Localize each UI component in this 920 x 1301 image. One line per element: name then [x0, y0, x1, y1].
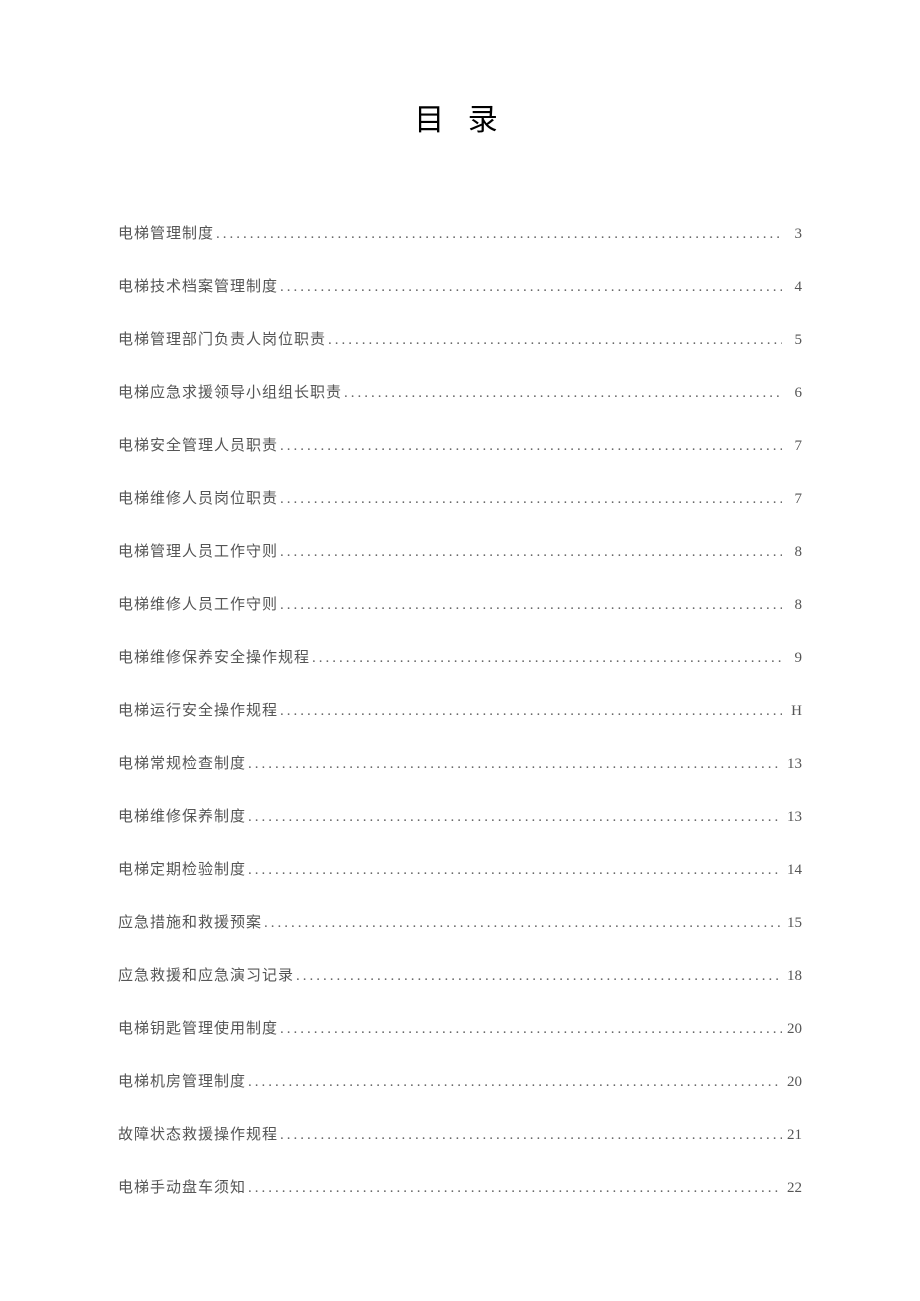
toc-entry: 故障状态救援操作规程 21 [118, 1125, 802, 1146]
toc-dots [326, 330, 782, 351]
toc-page: 18 [782, 966, 802, 987]
toc-dots [246, 1178, 782, 1199]
toc-page: 22 [782, 1178, 802, 1199]
toc-entry: 电梯管理制度 3 [118, 224, 802, 245]
toc-page: 8 [782, 595, 802, 616]
toc-label: 应急救援和应急演习记录 [118, 966, 294, 987]
toc-dots [214, 224, 782, 245]
toc-title: 目 录 [118, 95, 802, 139]
toc-dots [246, 860, 782, 881]
toc-dots [342, 383, 782, 404]
toc-label: 电梯应急求援领导小组组长职责 [118, 383, 342, 404]
toc-label: 电梯定期检验制度 [118, 860, 246, 881]
toc-entry: 电梯手动盘车须知 22 [118, 1178, 802, 1199]
toc-label: 故障状态救援操作规程 [118, 1125, 278, 1146]
toc-entry: 电梯维修保养安全操作规程 9 [118, 648, 802, 669]
toc-entry: 电梯管理部门负责人岗位职责 5 [118, 330, 802, 351]
toc-page: 8 [782, 542, 802, 563]
toc-label: 电梯安全管理人员职责 [118, 436, 278, 457]
toc-dots [278, 701, 782, 722]
toc-page: 3 [782, 224, 802, 245]
toc-dots [246, 754, 782, 775]
toc-label: 电梯维修保养制度 [118, 807, 246, 828]
toc-page: 21 [782, 1125, 802, 1146]
toc-label: 电梯管理人员工作守则 [118, 542, 278, 563]
toc-label: 电梯维修保养安全操作规程 [118, 648, 310, 669]
toc-entry: 电梯应急求援领导小组组长职责 6 [118, 383, 802, 404]
toc-entry: 电梯安全管理人员职责 7 [118, 436, 802, 457]
toc-entry: 电梯管理人员工作守则 8 [118, 542, 802, 563]
toc-entry: 应急救援和应急演习记录 18 [118, 966, 802, 987]
toc-entry: 电梯维修保养制度 13 [118, 807, 802, 828]
toc-dots [278, 1125, 782, 1146]
toc-label: 电梯运行安全操作规程 [118, 701, 278, 722]
toc-page: 5 [782, 330, 802, 351]
toc-entry: 电梯技术档案管理制度 4 [118, 277, 802, 298]
toc-dots [262, 913, 782, 934]
toc-page: 14 [782, 860, 802, 881]
toc-page: 20 [782, 1019, 802, 1040]
toc-dots [294, 966, 782, 987]
toc-label: 电梯管理部门负责人岗位职责 [118, 330, 326, 351]
toc-dots [278, 1019, 782, 1040]
toc-list: 电梯管理制度 3 电梯技术档案管理制度 4 电梯管理部门负责人岗位职责 5 电梯… [118, 224, 802, 1199]
toc-dots [278, 277, 782, 298]
toc-label: 电梯钥匙管理使用制度 [118, 1019, 278, 1040]
toc-label: 电梯机房管理制度 [118, 1072, 246, 1093]
toc-page: 13 [782, 807, 802, 828]
toc-page: 13 [782, 754, 802, 775]
toc-entry: 应急措施和救援预案 15 [118, 913, 802, 934]
toc-label: 电梯维修人员岗位职责 [118, 489, 278, 510]
toc-label: 电梯维修人员工作守则 [118, 595, 278, 616]
toc-entry: 电梯维修人员岗位职责 7 [118, 489, 802, 510]
toc-page: 7 [782, 436, 802, 457]
toc-dots [246, 1072, 782, 1093]
toc-entry: 电梯维修人员工作守则 8 [118, 595, 802, 616]
toc-entry: 电梯钥匙管理使用制度 20 [118, 1019, 802, 1040]
toc-page: 4 [782, 277, 802, 298]
toc-entry: 电梯常规检查制度 13 [118, 754, 802, 775]
toc-dots [278, 436, 782, 457]
toc-label: 电梯管理制度 [118, 224, 214, 245]
toc-dots [310, 648, 782, 669]
toc-dots [246, 807, 782, 828]
toc-page: H [782, 701, 802, 722]
toc-page: 9 [782, 648, 802, 669]
toc-entry: 电梯定期检验制度 14 [118, 860, 802, 881]
toc-page: 7 [782, 489, 802, 510]
toc-label: 电梯常规检查制度 [118, 754, 246, 775]
toc-label: 电梯手动盘车须知 [118, 1178, 246, 1199]
toc-entry: 电梯运行安全操作规程 H [118, 701, 802, 722]
toc-dots [278, 595, 782, 616]
toc-page: 6 [782, 383, 802, 404]
toc-page: 15 [782, 913, 802, 934]
toc-entry: 电梯机房管理制度 20 [118, 1072, 802, 1093]
toc-dots [278, 542, 782, 563]
toc-label: 应急措施和救援预案 [118, 913, 262, 934]
toc-page: 20 [782, 1072, 802, 1093]
toc-dots [278, 489, 782, 510]
toc-label: 电梯技术档案管理制度 [118, 277, 278, 298]
